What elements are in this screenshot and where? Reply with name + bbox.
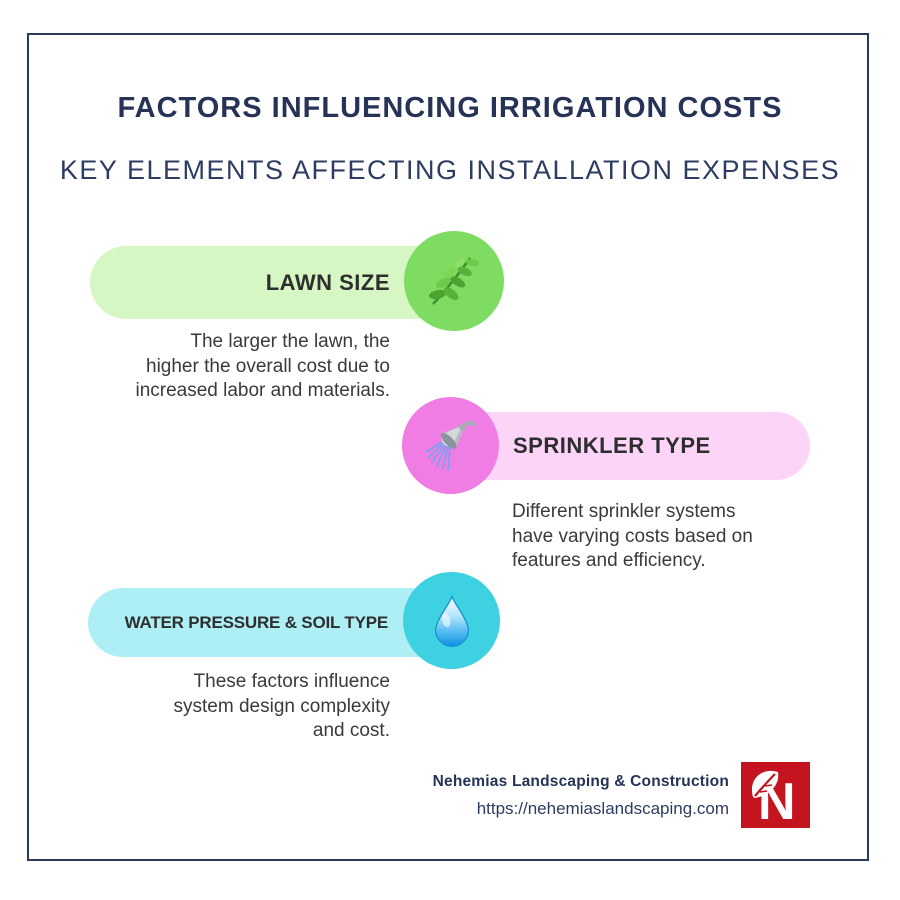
- factor-circle-lawn-size: [404, 231, 504, 331]
- description-line: and cost.: [312, 720, 390, 741]
- leaf-branch-icon: [428, 257, 480, 305]
- description-line: features and efficiency.: [512, 550, 706, 571]
- factor-label-sprinkler-type: SPRINKLER TYPE: [513, 433, 711, 458]
- description-line: have varying costs based on: [512, 525, 753, 547]
- brand-name: Nehemias Landscaping & Construction: [432, 773, 729, 790]
- page-title: FACTORS INFLUENCING IRRIGATION COSTS: [117, 92, 783, 124]
- description-line: These factors influence: [193, 671, 390, 692]
- description-line: The larger the lawn, the: [190, 331, 390, 352]
- factor-pill-sprinkler-type: [448, 412, 810, 480]
- description-line: increased labor and materials.: [135, 380, 390, 401]
- factor-circle-water-pressure: [403, 572, 500, 669]
- factor-label-water-pressure: WATER PRESSURE & SOIL TYPE: [124, 612, 389, 632]
- description-line: Different sprinkler systems: [512, 501, 736, 522]
- factor-pill-water-pressure: [88, 588, 465, 657]
- website-url: https://nehemiaslandscaping.com: [476, 799, 729, 818]
- water-drop-icon: [434, 593, 469, 647]
- factor-description-water-pressure: These factors influence system design co…: [90, 670, 390, 744]
- description-line: system design complexity: [173, 695, 390, 717]
- factor-circle-sprinkler-type: [402, 397, 499, 494]
- brand-logo-icon: N: [741, 762, 810, 831]
- page-subtitle: KEY ELEMENTS AFFECTING INSTALLATION EXPE…: [59, 155, 841, 185]
- factor-label-lawn-size: LAWN SIZE: [265, 269, 390, 295]
- factor-description-sprinkler-type: Different sprinkler systems have varying…: [512, 500, 812, 574]
- brand-logo: N: [741, 762, 810, 831]
- description-line: higher the overall cost due to: [146, 355, 390, 377]
- factor-description-lawn-size: The larger the lawn, the higher the over…: [90, 330, 390, 404]
- sprinkler-icon: [425, 420, 476, 470]
